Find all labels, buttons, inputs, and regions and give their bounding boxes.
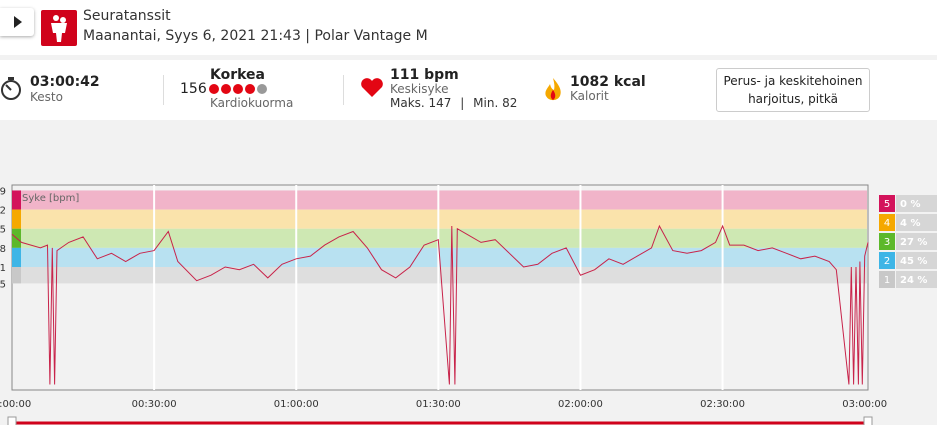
heart-icon (361, 78, 383, 97)
benefit-button[interactable]: Perus- ja keskitehoinen harjoitus, pitkä (716, 68, 870, 112)
zone-band (12, 267, 867, 284)
zone-percent-box (896, 195, 937, 212)
y-axis-label: Syke [bpm] (22, 193, 79, 204)
x-tick-label: 03:00:00 (842, 399, 887, 410)
separator (163, 75, 164, 105)
y-tick-label: 5 (0, 279, 6, 290)
zone-strip (12, 247, 21, 267)
load-dots (209, 84, 267, 94)
zone-band (12, 190, 867, 210)
zone-legend-number: 4 (884, 218, 890, 229)
slider-handle[interactable] (7, 416, 17, 425)
zone-percent-box (896, 214, 937, 231)
zone-legend-box (879, 195, 895, 212)
sport-icon (41, 10, 77, 46)
header-bar: Seuratanssit Maanantai, Syys 6, 2021 21:… (0, 0, 937, 55)
zone-legend-box (879, 233, 895, 250)
flame-icon (545, 78, 561, 101)
zone-strip (12, 267, 21, 284)
load-label: Kardiokuorma (210, 96, 294, 110)
zone-legend-box (879, 214, 895, 231)
calories: 1082 kcal (570, 74, 646, 90)
zone-legend-box (879, 271, 895, 288)
y-tick-label: 5 (0, 225, 6, 236)
hr-max: Maks. 147 (390, 96, 452, 110)
zone-legend-number: 5 (884, 199, 890, 210)
zone-legend-number: 3 (884, 237, 890, 248)
load-level: Korkea (210, 67, 266, 83)
zone-percent: 27 % (900, 237, 927, 248)
x-tick-label: 01:00:00 (274, 399, 319, 410)
zone-legend-box (879, 252, 895, 269)
zone-strip (12, 190, 21, 210)
y-tick-label: 1 (0, 263, 6, 274)
hr: 111 bpm (390, 67, 459, 83)
zone-percent-box (896, 252, 937, 269)
y-tick-label: 9 (0, 186, 6, 197)
zone-percent: 24 % (900, 275, 927, 286)
zone-strip (12, 209, 21, 229)
hr-separator: | (460, 96, 465, 110)
zone-percent: 45 % (900, 256, 927, 267)
hr-line (11, 224, 869, 385)
calories-label: Kalorit (570, 89, 609, 103)
duration-label: Kesto (30, 90, 63, 104)
stopwatch-icon (1, 77, 21, 100)
play-icon (14, 16, 22, 28)
x-tick-label: 01:30:00 (416, 399, 461, 410)
slider-handle[interactable] (863, 416, 873, 425)
separator (343, 75, 344, 105)
title: Seuratanssit (83, 8, 171, 24)
x-tick-label: 00:30:00 (132, 399, 177, 410)
zone-percent: 4 % (900, 218, 920, 229)
subtitle: Maanantai, Syys 6, 2021 21:43 | Polar Va… (83, 28, 428, 44)
dance-icon (51, 15, 67, 42)
play-button[interactable] (0, 8, 34, 36)
zone-percent-box (896, 271, 937, 288)
x-tick-label: 02:00:00 (558, 399, 603, 410)
y-tick-label: 8 (0, 244, 6, 255)
zone-percent: 0 % (900, 199, 920, 210)
zone-legend-number: 2 (884, 256, 890, 267)
hr-label: Keskisyke (390, 82, 449, 96)
y-tick-label: 2 (0, 206, 6, 217)
x-tick-label: 0:00:00 (0, 399, 31, 410)
zone-legend-number: 1 (884, 275, 890, 286)
x-tick-label: 02:30:00 (700, 399, 745, 410)
duration: 03:00:42 (30, 74, 100, 90)
zone-percent-box (896, 233, 937, 250)
load-value: 156 (180, 81, 207, 97)
hr-min: Min. 82 (473, 96, 518, 110)
zone-band (12, 209, 867, 229)
stats-row: 03:00:42 Kesto 156 Korkea Kardiokuorma 1… (0, 60, 937, 120)
